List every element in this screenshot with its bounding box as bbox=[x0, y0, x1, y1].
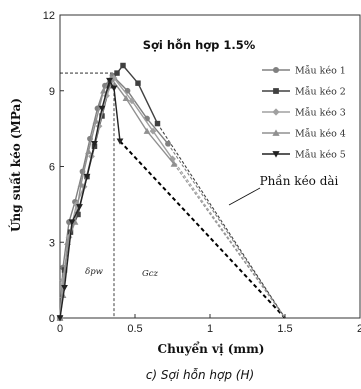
region-label-right: Gcz bbox=[142, 269, 159, 279]
x-tick-label: 1 bbox=[207, 323, 213, 335]
x-tick-label: 1.5 bbox=[277, 323, 292, 335]
y-tick-label: 12 bbox=[43, 10, 55, 22]
x-tick-label: 0 bbox=[57, 323, 63, 335]
data-point bbox=[135, 80, 140, 85]
y-tick-label: 3 bbox=[49, 237, 55, 249]
region-label-left: δpw bbox=[85, 267, 104, 277]
figure-caption: c) Sợi hỗn hợp (H) bbox=[146, 368, 254, 382]
legend-marker bbox=[273, 67, 279, 73]
legend-label: Mẫu kéo 3 bbox=[295, 107, 346, 119]
plot-frame bbox=[60, 15, 360, 318]
data-point bbox=[120, 63, 125, 68]
x-tick-label: 0.5 bbox=[127, 323, 142, 335]
legend-label: Mẫu kéo 1 bbox=[295, 65, 346, 77]
legend-marker bbox=[273, 88, 279, 94]
legend-label: Mẫu kéo 5 bbox=[295, 149, 346, 161]
legend-label: Mẫu kéo 2 bbox=[295, 86, 346, 98]
chart-title: Sợi hỗn hợp 1.5% bbox=[143, 38, 256, 52]
data-point bbox=[165, 141, 171, 147]
legend-label: Mẫu kéo 4 bbox=[295, 128, 346, 140]
y-tick-label: 9 bbox=[49, 86, 55, 98]
extension-label: Phần kéo dài bbox=[260, 173, 339, 188]
x-axis-title: Chuyển vị (mm) bbox=[158, 341, 265, 356]
y-axis-title: Ứng suất kéo (MPa) bbox=[7, 98, 23, 232]
data-point bbox=[155, 121, 160, 126]
x-tick-label: 2 bbox=[357, 323, 361, 335]
plot-area bbox=[60, 15, 360, 318]
y-tick-label: 0 bbox=[49, 313, 55, 325]
y-tick-label: 6 bbox=[49, 162, 55, 174]
data-point bbox=[114, 70, 119, 75]
